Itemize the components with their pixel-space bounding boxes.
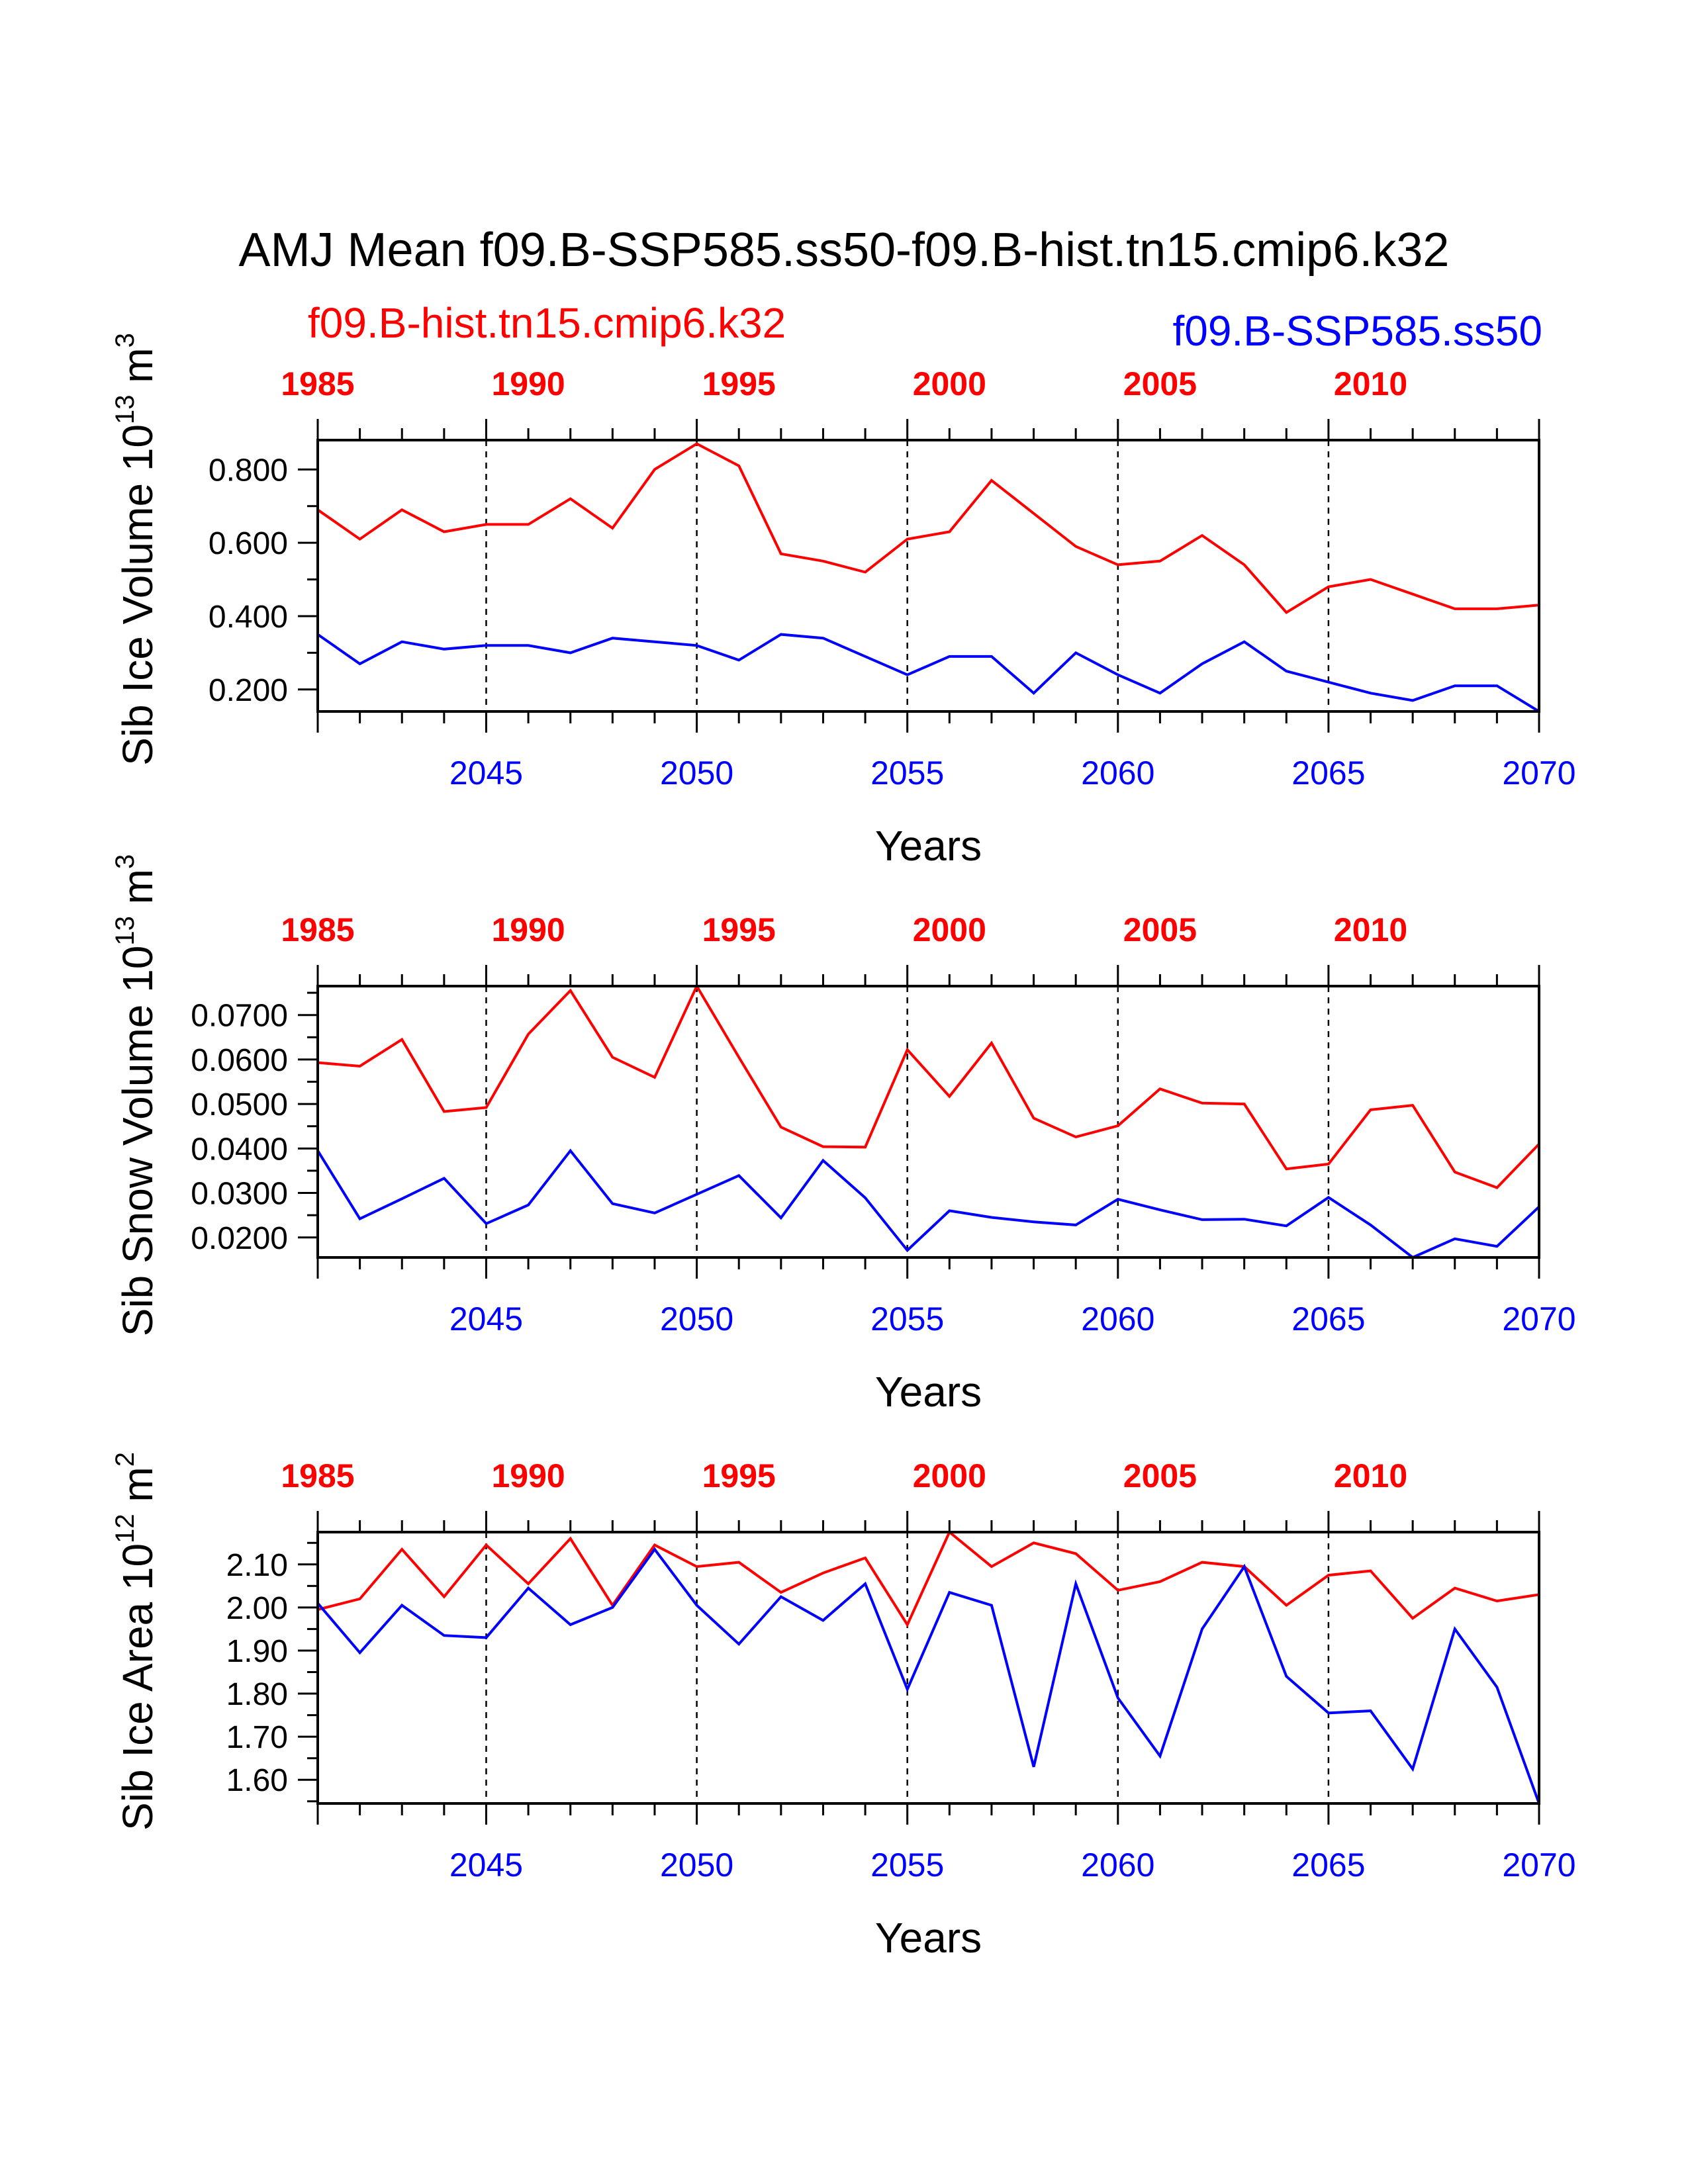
x-tick-label-top: 1990	[491, 1457, 565, 1494]
y-tick-label: 0.0700	[191, 999, 288, 1034]
x-tick-label-bottom: 2070	[1502, 1300, 1575, 1338]
series-line-hist	[317, 1529, 1540, 1628]
series-line-hist	[317, 983, 1540, 1189]
y-axis-title-text: m	[114, 869, 162, 916]
y-tick-label: 0.0300	[191, 1177, 288, 1212]
series-line-hist	[316, 442, 1540, 614]
y-axis-title-text: m	[114, 347, 162, 394]
x-axis-title: Years	[875, 1914, 982, 1962]
y-axis-title-text: Sib Ice Area 10	[114, 1543, 162, 1831]
series-line-ssp	[316, 1148, 1540, 1259]
x-tick-label-top: 2000	[913, 365, 986, 402]
y-axis-title-superscript: 13	[111, 394, 140, 424]
plot-frame	[316, 439, 1540, 713]
x-tick-label-top: 2010	[1334, 1457, 1407, 1494]
chart-title: AMJ Mean f09.B-SSP585.ss50-f09.B-hist.tn…	[239, 224, 1450, 277]
x-tick-label-top: 1985	[281, 365, 354, 402]
x-tick-label-bottom: 2065	[1291, 1300, 1365, 1338]
x-tick-label-bottom: 2060	[1081, 1846, 1154, 1884]
x-tick-label-bottom: 2070	[1502, 754, 1575, 792]
y-tick-label: 0.200	[209, 673, 288, 708]
x-tick-label-bottom: 2050	[660, 1300, 733, 1338]
y-axis-title-text: Sib Snow Volume 10	[114, 946, 162, 1337]
y-tick-label: 0.0400	[191, 1132, 288, 1167]
y-tick-label: 1.60	[226, 1763, 288, 1798]
x-tick-label-top: 1990	[491, 911, 565, 948]
y-tick-label: 0.0500	[191, 1087, 288, 1122]
x-tick-label-bottom: 2060	[1081, 1300, 1154, 1338]
x-tick-label-top: 2000	[913, 1457, 986, 1494]
x-tick-label-top: 1985	[281, 1457, 354, 1494]
y-axis-title-superscript: 3	[111, 854, 140, 869]
y-tick-label: 2.00	[226, 1591, 288, 1626]
x-tick-label-top: 1985	[281, 911, 354, 948]
y-axis-title-superscript: 12	[111, 1514, 140, 1543]
y-axis-title: Sib Ice Area 1012 m2	[111, 1452, 162, 1831]
x-tick-label-bottom: 2070	[1502, 1846, 1575, 1884]
y-tick-label: 0.400	[209, 600, 288, 635]
y-tick-label: 2.10	[226, 1548, 288, 1583]
panel-3: 2045 2050 2055 2060 2065 2070 1985 1990 1995 2000…	[111, 1452, 1576, 1962]
legend-hist-label: f09.B-hist.tn15.cmip6.k32	[308, 299, 786, 347]
y-tick-label: 0.0600	[191, 1043, 288, 1078]
x-tick-label-bottom: 2065	[1291, 1846, 1365, 1884]
x-tick-label-top: 2000	[913, 911, 986, 948]
x-tick-label-bottom: 2060	[1081, 754, 1154, 792]
x-tick-label-bottom: 2055	[870, 1846, 944, 1884]
x-tick-label-bottom: 2050	[660, 1846, 733, 1884]
y-axis-title-superscript: 2	[111, 1452, 140, 1467]
panels: 2045 2050 2055 2060 2065 2070 1985 1990 1995 2000…	[111, 333, 1576, 1962]
y-tick-label: 0.800	[209, 453, 288, 488]
x-tick-label-top: 1995	[702, 365, 776, 402]
y-axis-title-text: m	[114, 1467, 162, 1514]
x-tick-label-bottom: 2045	[449, 754, 523, 792]
x-tick-label-bottom: 2065	[1291, 754, 1365, 792]
x-axis-title: Years	[875, 1368, 982, 1416]
x-tick-label-bottom: 2045	[449, 1846, 523, 1884]
x-tick-label-top: 1995	[702, 1457, 776, 1494]
x-tick-label-top: 1995	[702, 911, 776, 948]
x-tick-label-bottom: 2045	[449, 1300, 523, 1338]
panel-1: 2045 2050 2055 2060 2065 2070 1985 1990 1995 2000…	[111, 333, 1576, 870]
legend-ssp-label: f09.B-SSP585.ss50	[1172, 307, 1542, 355]
plot-frame	[316, 1531, 1540, 1805]
y-axis-title: Sib Ice Volume 1013 m3	[111, 333, 162, 766]
x-tick-label-top: 2005	[1123, 365, 1197, 402]
series-line-ssp	[316, 633, 1540, 713]
x-tick-label-top: 1990	[491, 365, 565, 402]
plot-frame	[316, 985, 1540, 1259]
y-tick-label: 1.90	[226, 1634, 288, 1669]
y-axis-title-superscript: 3	[111, 333, 140, 347]
x-tick-label-top: 2010	[1334, 911, 1407, 948]
y-axis-title: Sib Snow Volume 1013 m3	[111, 854, 162, 1336]
x-tick-label-top: 2005	[1123, 911, 1197, 948]
y-tick-label: 0.0200	[191, 1221, 288, 1256]
series-line-ssp	[316, 1547, 1540, 1804]
y-tick-label: 0.600	[209, 526, 288, 561]
y-axis-title-text: Sib Ice Volume 10	[114, 424, 162, 766]
x-axis-title: Years	[875, 822, 982, 870]
y-axis-title-superscript: 13	[111, 916, 140, 946]
y-tick-label: 1.70	[226, 1720, 288, 1755]
x-tick-label-bottom: 2055	[870, 1300, 944, 1338]
y-tick-label: 1.80	[226, 1677, 288, 1712]
x-tick-label-bottom: 2055	[870, 754, 944, 792]
x-tick-label-top: 2005	[1123, 1457, 1197, 1494]
x-tick-label-bottom: 2050	[660, 754, 733, 792]
x-tick-label-top: 2010	[1334, 365, 1407, 402]
panel-2: 2045 2050 2055 2060 2065 2070 1985 1990 1995 2000…	[111, 854, 1576, 1416]
